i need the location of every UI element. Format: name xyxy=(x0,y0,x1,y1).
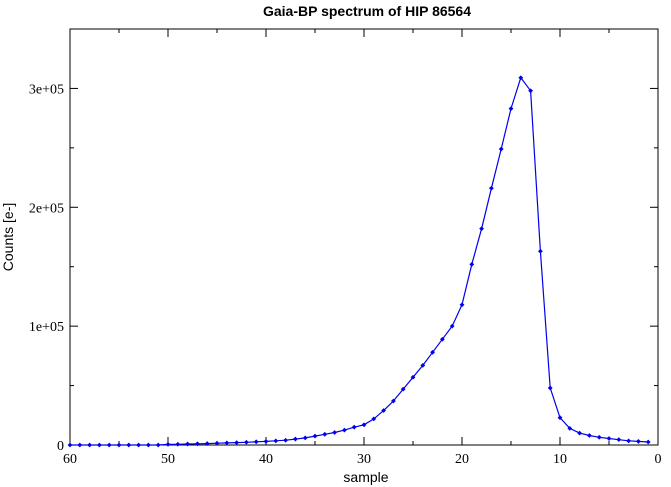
data-point xyxy=(528,88,533,94)
data-point xyxy=(106,442,112,448)
x-tick-label: 30 xyxy=(357,452,371,467)
data-point xyxy=(626,438,631,444)
data-point xyxy=(146,442,151,448)
data-point xyxy=(342,427,347,433)
data-point xyxy=(244,439,249,445)
data-point xyxy=(116,442,122,448)
data-point xyxy=(557,415,563,421)
data-point xyxy=(645,439,651,445)
data-point xyxy=(371,416,377,422)
data-point xyxy=(283,437,288,443)
data-point xyxy=(126,442,132,448)
chart-title: Gaia-BP spectrum of HIP 86564 xyxy=(263,3,471,19)
data-point xyxy=(479,226,484,232)
x-tick-label: 20 xyxy=(455,452,469,467)
data-point xyxy=(400,386,406,392)
data-point xyxy=(420,362,426,368)
axis-ticks xyxy=(69,29,659,446)
data-point xyxy=(136,442,141,448)
y-tick-label: 3e+05 xyxy=(29,82,64,97)
data-point xyxy=(391,398,396,404)
data-point xyxy=(577,430,582,436)
data-point xyxy=(273,438,279,444)
data-point xyxy=(234,440,239,446)
data-point xyxy=(87,442,92,448)
data-point xyxy=(175,441,181,447)
data-point xyxy=(449,323,455,329)
data-point xyxy=(616,437,622,443)
data-point xyxy=(67,442,73,448)
series-markers xyxy=(67,75,651,448)
data-point xyxy=(77,442,83,448)
data-point xyxy=(459,302,465,308)
data-point xyxy=(587,433,592,438)
data-point xyxy=(508,106,514,112)
data-point xyxy=(547,385,553,391)
data-point xyxy=(489,185,494,191)
data-point xyxy=(606,436,612,441)
x-tick-label: 10 xyxy=(553,452,567,467)
x-tick-label: 50 xyxy=(161,452,175,467)
data-point xyxy=(538,248,543,254)
data-point xyxy=(214,440,220,446)
data-point xyxy=(332,430,337,435)
y-axis-label: Counts [e-] xyxy=(0,203,16,271)
data-point xyxy=(165,442,171,447)
data-point xyxy=(596,434,602,440)
x-axis-label: sample xyxy=(343,469,388,485)
data-point xyxy=(195,441,200,447)
x-tick-label: 0 xyxy=(655,452,662,467)
data-point xyxy=(430,349,435,355)
y-tick-label: 1e+05 xyxy=(29,320,64,335)
data-point xyxy=(293,436,298,442)
series-line xyxy=(70,76,649,446)
data-point xyxy=(322,431,328,437)
data-point xyxy=(410,374,416,380)
data-point xyxy=(224,440,230,446)
plot-frame xyxy=(69,28,659,446)
data-point xyxy=(302,435,308,441)
data-point xyxy=(518,75,524,81)
data-point xyxy=(155,442,161,448)
x-tick-label: 60 xyxy=(63,452,77,467)
data-point xyxy=(185,441,190,447)
data-point xyxy=(636,439,641,444)
data-point xyxy=(469,261,475,267)
data-point xyxy=(253,439,259,445)
data-point xyxy=(263,439,269,444)
data-point xyxy=(312,433,318,439)
data-point xyxy=(204,441,210,446)
data-point xyxy=(361,422,367,428)
data-point xyxy=(498,146,504,152)
data-point xyxy=(567,425,573,431)
y-tick-label: 0 xyxy=(57,439,64,454)
data-point xyxy=(440,336,445,342)
y-tick-label: 2e+05 xyxy=(29,201,64,216)
axis-tick-labels: 60 50 40 30 20 10 0 0 1e+05 2e+05 3e+05 xyxy=(29,82,662,467)
data-point xyxy=(351,424,357,430)
x-tick-label: 40 xyxy=(259,452,273,467)
data-point xyxy=(381,408,386,413)
data-point xyxy=(97,442,102,448)
